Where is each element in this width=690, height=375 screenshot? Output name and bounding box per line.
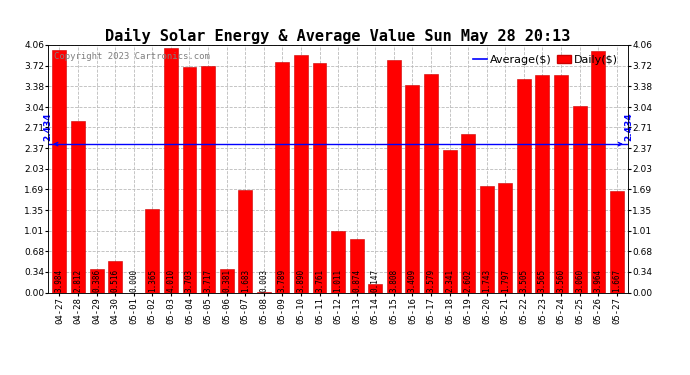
Bar: [275, 62, 289, 292]
Bar: [535, 75, 549, 292]
Text: 1.365: 1.365: [148, 269, 157, 292]
Bar: [461, 134, 475, 292]
Text: 3.964: 3.964: [593, 269, 602, 292]
Text: 3.890: 3.890: [297, 269, 306, 292]
Text: 3.579: 3.579: [426, 269, 435, 292]
Bar: [387, 60, 401, 292]
Title: Daily Solar Energy & Average Value Sun May 28 20:13: Daily Solar Energy & Average Value Sun M…: [106, 28, 571, 44]
Text: 3.761: 3.761: [315, 269, 324, 292]
Text: 0.003: 0.003: [259, 269, 268, 292]
Bar: [71, 121, 85, 292]
Text: 3.789: 3.789: [278, 269, 287, 292]
Bar: [146, 209, 159, 292]
Text: 2.602: 2.602: [464, 269, 473, 292]
Bar: [368, 284, 382, 292]
Text: 3.808: 3.808: [389, 269, 398, 292]
Text: 3.703: 3.703: [185, 269, 194, 292]
Bar: [90, 269, 104, 292]
Bar: [573, 106, 586, 292]
Text: Copyright 2023 Cartronics.com: Copyright 2023 Cartronics.com: [54, 53, 210, 62]
Text: 4.010: 4.010: [166, 269, 175, 292]
Text: 3.409: 3.409: [408, 269, 417, 292]
Bar: [442, 150, 457, 292]
Text: 0.000: 0.000: [129, 269, 138, 292]
Bar: [424, 74, 438, 292]
Legend: Average($), Daily($): Average($), Daily($): [469, 51, 622, 69]
Bar: [201, 66, 215, 292]
Text: 2.812: 2.812: [74, 269, 83, 292]
Text: 2.341: 2.341: [445, 269, 454, 292]
Text: 3.717: 3.717: [204, 269, 213, 292]
Bar: [554, 75, 568, 292]
Text: 2.434: 2.434: [43, 112, 52, 141]
Bar: [480, 186, 493, 292]
Bar: [183, 67, 197, 292]
Bar: [498, 183, 512, 292]
Bar: [238, 190, 252, 292]
Text: 3.505: 3.505: [520, 269, 529, 292]
Text: 3.560: 3.560: [557, 269, 566, 292]
Text: 2.434: 2.434: [624, 112, 633, 141]
Text: 1.667: 1.667: [612, 269, 621, 292]
Bar: [108, 261, 122, 292]
Bar: [313, 63, 326, 292]
Text: 1.011: 1.011: [333, 269, 343, 292]
Text: 1.797: 1.797: [501, 269, 510, 292]
Text: 0.874: 0.874: [352, 269, 361, 292]
Bar: [164, 48, 178, 292]
Bar: [517, 79, 531, 292]
Text: 3.984: 3.984: [55, 269, 64, 292]
Text: 3.060: 3.060: [575, 269, 584, 292]
Bar: [350, 239, 364, 292]
Bar: [331, 231, 345, 292]
Text: 3.565: 3.565: [538, 269, 547, 292]
Text: 0.386: 0.386: [92, 269, 101, 292]
Bar: [219, 269, 234, 292]
Bar: [52, 50, 66, 292]
Text: 1.743: 1.743: [482, 269, 491, 292]
Text: 0.516: 0.516: [110, 269, 119, 292]
Text: 0.147: 0.147: [371, 269, 380, 292]
Text: 1.683: 1.683: [241, 269, 250, 292]
Bar: [591, 51, 605, 292]
Bar: [294, 56, 308, 292]
Bar: [610, 191, 624, 292]
Bar: [406, 85, 420, 292]
Text: 0.381: 0.381: [222, 269, 231, 292]
